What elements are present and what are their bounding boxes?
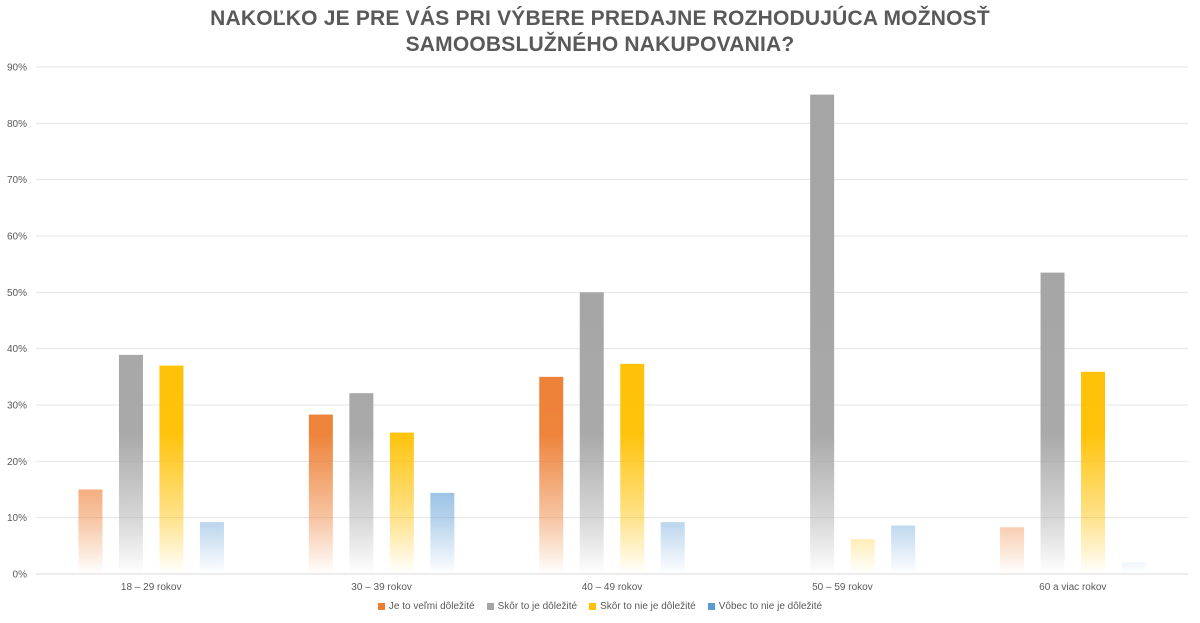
bar <box>78 489 103 574</box>
y-tick-label: 60% <box>7 232 27 243</box>
x-category-label: 60 a viac rokov <box>1039 582 1106 593</box>
x-axis-labels: 18 – 29 rokov 30 – 39 rokov 40 – 49 rokov 5… <box>121 582 1107 593</box>
y-tick-label: 50% <box>7 288 27 299</box>
legend-label: Skôr to je dôležité <box>497 601 578 612</box>
bar <box>308 414 333 574</box>
gridlines <box>36 66 1188 575</box>
bar-chart: 0% 10% 20% 30% 40% 50% 60% 70% 80% 90% 18 – 29 ro… <box>7 63 1188 593</box>
y-tick-label: 40% <box>7 344 27 355</box>
bar <box>539 376 564 574</box>
y-tick-label: 90% <box>7 63 27 74</box>
legend-item: Je to veľmi dôležité <box>377 601 475 612</box>
legend-item: Skôr to nie je dôležité <box>589 601 696 612</box>
x-category-label: 40 – 49 rokov <box>582 582 643 593</box>
bar <box>1000 527 1025 574</box>
y-tick-label: 20% <box>7 457 27 468</box>
chart-title: NAKOĽKO JE PRE VÁS PRI VÝBERE PREDAJNE R… <box>0 6 1200 58</box>
legend-item: Skôr to je dôležité <box>486 601 578 612</box>
x-category-label: 50 – 59 rokov <box>812 582 873 593</box>
y-tick-label: 0% <box>13 570 28 581</box>
bar <box>660 522 685 574</box>
bar <box>159 365 184 574</box>
bar <box>430 492 455 574</box>
x-category-label: 18 – 29 rokov <box>121 582 182 593</box>
x-category-label: 30 – 39 rokov <box>351 582 412 593</box>
bar <box>1081 371 1106 574</box>
bar <box>891 525 916 574</box>
bars <box>78 94 1146 574</box>
legend-label: Je to veľmi dôležité <box>388 601 475 612</box>
bar <box>579 292 604 574</box>
y-axis-ticks: 0% 10% 20% 30% 40% 50% 60% 70% 80% 90% <box>7 63 27 581</box>
legend-item: Vôbec to nie je dôležité <box>707 601 823 612</box>
legend-label: Skôr to nie je dôležité <box>600 601 696 612</box>
bar <box>1121 562 1146 574</box>
y-tick-label: 30% <box>7 401 27 412</box>
bar <box>349 393 374 574</box>
legend-swatch <box>377 603 385 610</box>
bar <box>118 354 143 574</box>
legend-swatch <box>589 603 597 610</box>
bar <box>1040 272 1065 574</box>
y-tick-label: 70% <box>7 175 27 186</box>
bar <box>199 522 224 574</box>
chart-title-line-2: SAMOOBSLUŽNÉHO NAKUPOVANIA? <box>405 33 795 56</box>
bar <box>810 94 835 574</box>
chart-title-line-1: NAKOĽKO JE PRE VÁS PRI VÝBERE PREDAJNE R… <box>210 7 990 30</box>
legend-swatch <box>707 603 715 610</box>
legend-label: Vôbec to nie je dôležité <box>718 601 823 612</box>
bar <box>850 539 875 574</box>
legend: Je to veľmi dôležité Skôr to je dôležité S… <box>0 601 1200 612</box>
bar <box>389 432 414 574</box>
bar <box>620 363 645 574</box>
y-tick-label: 80% <box>7 119 27 130</box>
legend-swatch <box>486 603 494 610</box>
y-tick-label: 10% <box>7 513 27 524</box>
